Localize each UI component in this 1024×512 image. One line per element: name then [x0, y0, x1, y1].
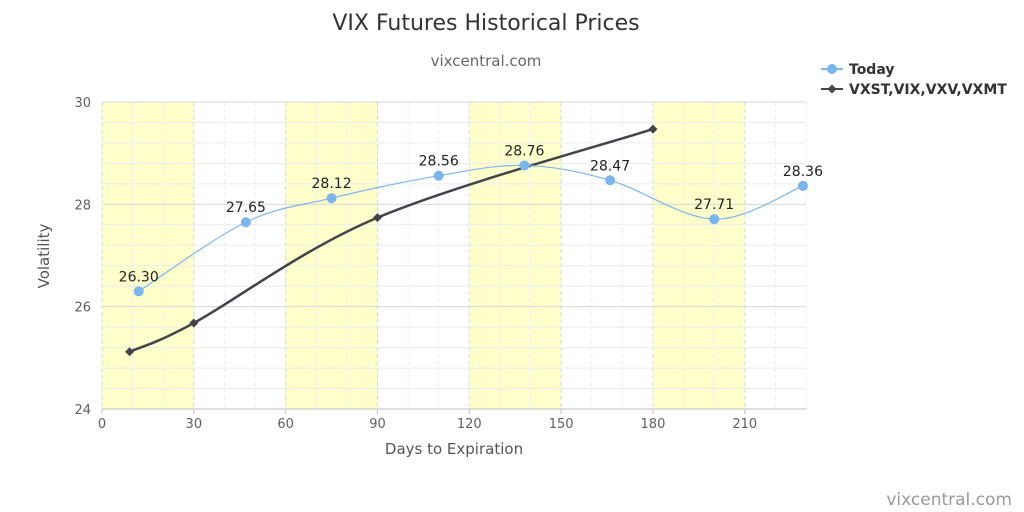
x-axis-title: Days to Expiration: [385, 440, 523, 458]
legend-marker: [827, 64, 837, 74]
x-tick-label: 0: [98, 417, 106, 432]
y-axis-ticks: 24 26 28 30: [74, 96, 91, 418]
legend-marker: [827, 84, 837, 94]
shaded-band: [285, 102, 378, 409]
shaded-band: [652, 102, 745, 409]
data-label: 28.76: [504, 143, 544, 159]
data-point-diamond: [189, 318, 199, 328]
y-tick-label: 26: [74, 301, 91, 316]
grid-lines: [101, 101, 807, 410]
y-tick-label: 24: [74, 403, 91, 418]
data-label: 26.30: [119, 269, 159, 285]
x-tick-label: 30: [186, 417, 203, 432]
x-tick-label: 60: [277, 417, 294, 432]
y-tick-label: 28: [74, 198, 91, 213]
x-tick-label: 180: [641, 417, 666, 432]
data-point: [133, 286, 144, 297]
data-label: 28.36: [783, 164, 823, 180]
data-point-diamond: [125, 347, 135, 357]
y-tick-label: 30: [74, 96, 91, 111]
data-label: 27.65: [226, 200, 266, 216]
data-label: 28.12: [312, 176, 352, 192]
x-tick-label: 150: [549, 417, 574, 432]
data-label: 28.47: [590, 158, 630, 174]
x-axis-ticks: 0 30 60 90 120 150 180 210: [98, 409, 757, 432]
data-label: 27.71: [694, 197, 734, 213]
legend-item[interactable]: VXST,VIX,VXV,VXMT: [821, 82, 1007, 98]
data-point-diamond: [372, 213, 382, 223]
data-labels: 26.30 27.65 28.12 28.56 28.76 28.47 27.71 28.36: [119, 143, 823, 285]
data-point: [240, 217, 251, 228]
x-tick-label: 120: [457, 417, 482, 432]
data-point: [433, 170, 444, 181]
data-point: [709, 214, 720, 225]
legend[interactable]: Today VXST,VIX,VXV,VXMT: [821, 62, 1007, 98]
data-point: [797, 180, 808, 191]
series-layer: [125, 124, 808, 357]
shaded-band: [102, 102, 194, 409]
shaded-band: [469, 102, 562, 409]
legend-label: Today: [849, 62, 894, 78]
data-point: [326, 193, 337, 204]
data-point: [605, 175, 616, 186]
legend-label: VXST,VIX,VXV,VXMT: [849, 82, 1007, 98]
data-label: 28.56: [419, 154, 459, 170]
y-axis-title: Volatility: [35, 223, 53, 288]
x-tick-label: 90: [369, 417, 386, 432]
x-tick-label: 210: [732, 417, 757, 432]
legend-item[interactable]: Today: [821, 62, 894, 78]
series-line-vxst-vix-vxv-vxmt: [129, 127, 654, 353]
chart-subtitle: vixcentral.com: [431, 52, 542, 70]
data-point: [519, 160, 530, 171]
chart-title: VIX Futures Historical Prices: [332, 11, 639, 36]
credit-text[interactable]: vixcentral.com: [886, 490, 1012, 510]
data-point-diamond: [648, 124, 658, 134]
shaded-bands: [102, 102, 745, 409]
